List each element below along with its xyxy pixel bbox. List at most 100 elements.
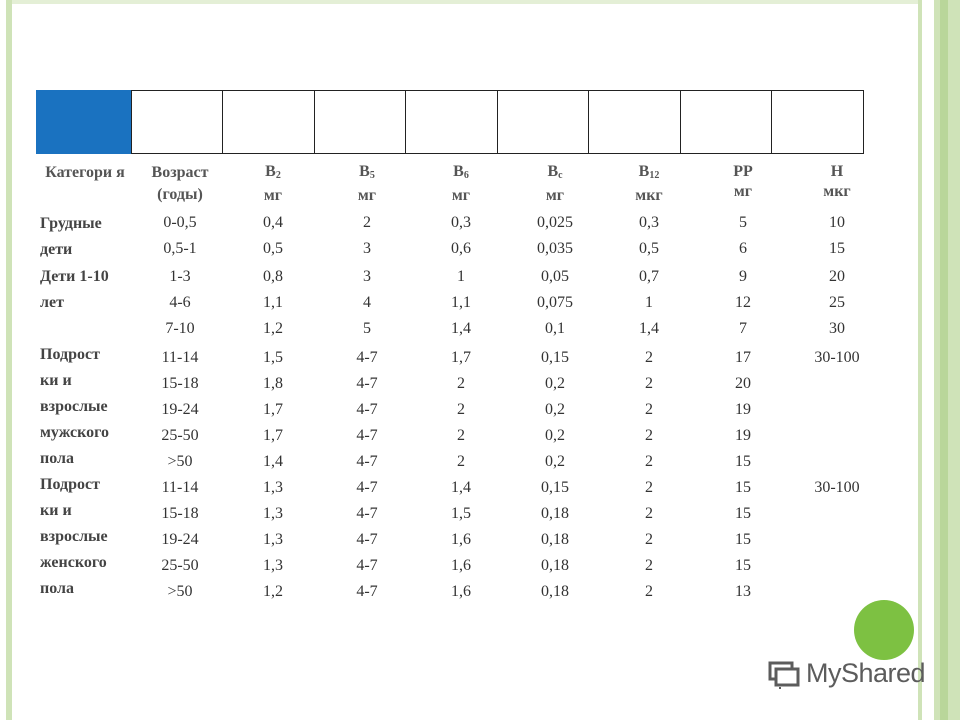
category-line: мужского [40,424,109,441]
table-cell: 15 [735,531,751,548]
table-cell: 4-7 [356,583,378,600]
header-bc-name: Bc [547,163,563,181]
table-cell: 20 [735,375,751,392]
myshared-logo[interactable]: MyShared [768,658,926,689]
header-box [588,90,681,154]
table-cell: 0,4 [263,214,283,231]
table-cell: 1-3 [169,268,191,285]
header-b6-name: B6 [453,163,469,181]
table-cell: 7 [739,320,747,337]
table-cell: 0,3 [451,214,471,231]
header-b12-name: B12 [638,163,660,181]
table-cell: 4-7 [356,531,378,548]
table-cell: 1,7 [451,349,471,366]
frame-left-decoration [6,0,12,720]
table-cell: 0-0,5 [163,214,197,231]
table-cell: 1,7 [263,427,283,444]
table-cell: >50 [167,453,193,470]
table-cell: 2 [645,401,653,418]
table-cell: 1,4 [451,479,471,496]
table-cell: 19-24 [161,531,199,548]
table-cell: 0,7 [639,268,659,285]
header-box [405,90,498,154]
table-cell: 15 [735,453,751,470]
table-cell: 0,18 [541,505,569,522]
table-cell: 4-7 [356,453,378,470]
table-cell: 5 [739,214,747,231]
table-cell: 15-18 [161,505,199,522]
table-cell: 0,025 [537,214,573,231]
header-b5-name: B5 [359,163,375,181]
table-cell: 5 [363,320,371,337]
category-line: Подрост [40,476,100,493]
table-cell: 4 [363,294,371,311]
table-cell: 0,075 [537,294,573,311]
table-cell: 1,6 [451,557,471,574]
header-b2-unit: мг [263,187,283,204]
table-cell [790,553,884,579]
table-cell: 0,05 [541,268,569,285]
category-line: ки и [40,502,72,519]
table-cell: 0,5 [639,240,659,257]
header-category-text: Категори я [45,164,125,181]
table-cell: 1,1 [263,294,283,311]
table-cell: 0,2 [545,453,565,470]
category-children: Дети 1-10 лет [40,264,109,316]
table-cell: 1,6 [451,531,471,548]
frame-right-stripe [918,0,922,720]
table-cell: 11-14 [161,349,199,366]
table-cell: 2 [645,479,653,496]
table-cell: 9 [739,268,747,285]
table-cell: 19 [735,427,751,444]
table-cell: 4-7 [356,505,378,522]
table-cell: 25-50 [161,557,199,574]
table-cell: 0,2 [545,375,565,392]
table-cell: 7-10 [165,320,195,337]
table-cell: 2 [645,583,653,600]
table-cell: 2 [645,531,653,548]
table-cell: 3 [363,240,371,257]
table-cell: 19-24 [161,401,199,418]
table-cell: 2 [645,453,653,470]
category-line: женского [40,554,107,571]
header-age-line1: Возраст [151,164,209,181]
table-cell: 30-100 [814,479,860,496]
table-cell [790,579,884,605]
category-line: лет [40,294,64,311]
logo-text: MyShared [806,658,926,688]
category-line: пола [40,580,74,597]
table-cell: 11-14 [161,479,199,496]
header-pp-unit: мг [733,183,753,200]
category-line: пола [40,450,74,467]
table-cell: 1,2 [263,583,283,600]
table-header-boxes [36,90,864,154]
category-line: взрослые [40,528,108,545]
table-cell: 2 [457,453,465,470]
table-cell: 30 [829,320,845,337]
category-line: дети [40,241,73,258]
header-bc: Bc мг [508,162,602,206]
table-cell: 1 [457,268,465,285]
table-cell: 12 [735,294,751,311]
header-b5-unit: мг [357,187,377,204]
header-box [496,90,590,154]
table-cell: 4-7 [356,479,378,496]
table-cell: 2 [457,401,465,418]
category-line: Подрост [40,346,100,363]
table-cell: 4-7 [356,375,378,392]
header-box [679,90,773,154]
header-box [130,90,224,154]
frame-top-decoration [6,0,922,4]
table-cell: 0,5 [263,240,283,257]
table-cell: 1,1 [451,294,471,311]
frame-right-band-dark [940,0,948,720]
table-cell: 1,3 [263,505,283,522]
category-line: Дети 1-10 [40,268,109,285]
table-cell [790,449,884,475]
table-cell [790,371,884,397]
header-category: Категори я [36,162,134,184]
table-cell: 1,4 [263,453,283,470]
category-line: взрослые [40,398,108,415]
table-cell: 15 [735,557,751,574]
table-cell: 1,4 [451,320,471,337]
